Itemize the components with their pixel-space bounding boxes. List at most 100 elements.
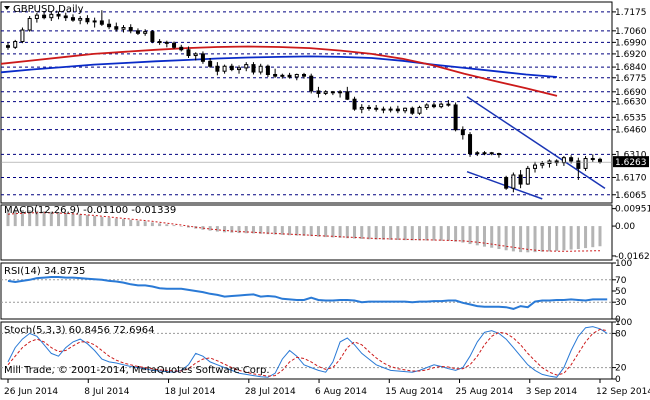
candle-body[interactable] [20, 29, 25, 43]
candle-body[interactable] [540, 162, 545, 166]
candle-body[interactable] [294, 73, 299, 78]
candle-body[interactable] [128, 27, 133, 32]
candle-body[interactable] [583, 158, 588, 169]
candle-body[interactable] [208, 60, 213, 67]
candle-body[interactable] [273, 73, 278, 77]
candle-body[interactable] [63, 15, 68, 19]
candle-body[interactable] [439, 103, 444, 108]
date-label: 8 Jul 2014 [84, 387, 129, 397]
candle-body[interactable] [533, 164, 538, 169]
candle-body[interactable] [504, 176, 509, 189]
candle-body[interactable] [374, 107, 379, 110]
candle-body[interactable] [561, 157, 566, 164]
candle-body[interactable] [143, 31, 148, 34]
candle-body[interactable] [27, 17, 32, 31]
candle-body[interactable] [569, 157, 574, 162]
candle-body[interactable] [99, 20, 104, 25]
axis-label: 1.7175 [615, 8, 647, 18]
candle-body[interactable] [251, 64, 256, 73]
candle-body[interactable] [114, 26, 119, 30]
candle-body[interactable] [186, 49, 191, 57]
axis-label: 30 [615, 298, 627, 308]
candle-body[interactable] [359, 106, 364, 110]
candle-body[interactable] [13, 41, 18, 48]
candle-body[interactable] [489, 152, 494, 155]
candle-body[interactable] [453, 104, 458, 131]
macd-panel[interactable]: 0.00951 0.00 -0.01628 [0, 204, 650, 262]
macd-histogram-bar [309, 226, 313, 237]
candle-body[interactable] [590, 158, 595, 161]
candle-body[interactable] [460, 129, 465, 136]
candle-body[interactable] [511, 174, 516, 189]
candle-body[interactable] [107, 23, 112, 28]
candle-body[interactable] [222, 65, 227, 72]
macd-histogram-bar [28, 210, 32, 227]
candle-body[interactable] [417, 106, 422, 114]
candle-body[interactable] [388, 108, 393, 111]
candle-body[interactable] [330, 91, 335, 94]
candle-body[interactable] [135, 30, 140, 34]
candle-body[interactable] [598, 158, 602, 163]
candle-body[interactable] [34, 14, 39, 19]
candle-body[interactable] [193, 53, 198, 57]
candle-body[interactable] [518, 174, 523, 185]
stoch-signal-line [7, 328, 608, 377]
candle-body[interactable] [56, 13, 61, 17]
candle-body[interactable] [475, 152, 480, 155]
candle-body[interactable] [496, 153, 501, 156]
candle-body[interactable] [446, 103, 451, 106]
macd-histogram-bar [547, 226, 551, 252]
candle-body[interactable] [237, 67, 242, 71]
candle-body[interactable] [157, 41, 162, 44]
candle-body[interactable] [287, 74, 292, 78]
candle-body[interactable] [265, 65, 270, 75]
candle-body[interactable] [366, 106, 371, 109]
candle-body[interactable] [164, 41, 169, 44]
macd-histogram-bar [526, 226, 530, 253]
candle-body[interactable] [468, 134, 473, 155]
candle-body[interactable] [85, 17, 90, 23]
candle-body[interactable] [403, 107, 408, 112]
candle-body[interactable] [42, 14, 47, 19]
candle-body[interactable] [229, 65, 234, 71]
candle-body[interactable] [179, 46, 184, 51]
macd-histogram-bar [78, 214, 82, 227]
symbol-header[interactable]: GBPUSD,Daily [4, 4, 84, 15]
candle-body[interactable] [576, 160, 581, 169]
candle-body[interactable] [352, 98, 357, 110]
candle-body[interactable] [338, 91, 343, 94]
candle-body[interactable] [381, 108, 386, 111]
candle-body[interactable] [554, 160, 559, 164]
candle-body[interactable] [280, 74, 285, 77]
dropdown-triangle-icon[interactable] [4, 6, 10, 10]
axis-label: 1.7060 [615, 27, 647, 37]
candle-body[interactable] [395, 108, 400, 112]
candle-body[interactable] [49, 13, 54, 19]
candle-body[interactable] [200, 53, 205, 62]
candle-body[interactable] [431, 104, 436, 108]
candle-body[interactable] [345, 91, 350, 100]
candle-body[interactable] [92, 20, 97, 23]
candle-body[interactable] [316, 90, 321, 94]
candle-body[interactable] [424, 104, 429, 108]
candle-body[interactable] [215, 65, 220, 72]
candle-body[interactable] [150, 31, 155, 43]
candle-body[interactable] [121, 27, 126, 30]
candle-body[interactable] [244, 64, 249, 69]
candle-body[interactable] [525, 167, 530, 185]
moving-average-slow-line [0, 45, 558, 97]
candle-body[interactable] [78, 17, 83, 21]
candle-body[interactable] [6, 45, 10, 48]
candle-body[interactable] [482, 152, 487, 155]
candle-body[interactable] [309, 75, 314, 92]
candle-body[interactable] [258, 65, 263, 73]
candle-body[interactable] [172, 42, 177, 48]
candle-body[interactable] [410, 107, 415, 114]
candle-body[interactable] [323, 91, 328, 94]
candle-body[interactable] [70, 17, 75, 21]
candle-body[interactable] [302, 73, 306, 77]
